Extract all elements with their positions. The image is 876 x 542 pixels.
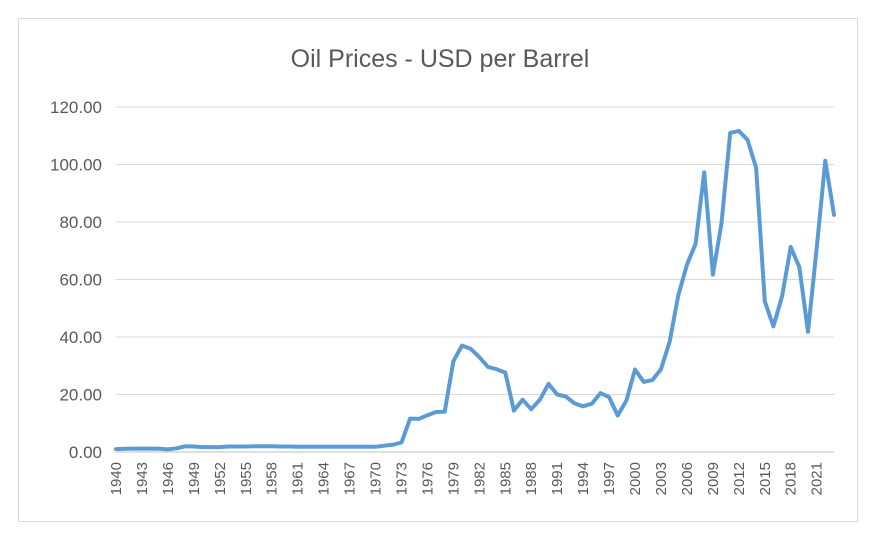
x-tick-label: 1943 xyxy=(134,462,151,495)
chart-area: Oil Prices - USD per Barrel 0.00 20.00 40.… xyxy=(18,18,858,522)
y-tick-label: 60.00 xyxy=(59,271,102,290)
chart-title: Oil Prices - USD per Barrel xyxy=(291,45,590,73)
x-tick-label: 1970 xyxy=(368,462,385,495)
y-axis-tick-labels: 0.00 20.00 40.00 60.00 80.00 100.00 120.00 xyxy=(50,98,102,462)
x-tick-label: 2003 xyxy=(653,462,670,495)
x-tick-label: 1985 xyxy=(497,462,514,495)
y-tick-label: 120.00 xyxy=(50,98,102,117)
y-tick-label: 40.00 xyxy=(59,328,102,347)
y-tick-label: 20.00 xyxy=(59,386,102,405)
x-tick-label: 2018 xyxy=(783,462,800,495)
x-tick-label: 1988 xyxy=(523,462,540,495)
x-tick-label: 1976 xyxy=(419,462,436,495)
x-tick-label: 1955 xyxy=(238,462,255,495)
x-tick-label: 1967 xyxy=(342,462,359,495)
x-tick-label: 2006 xyxy=(679,462,696,495)
series-layer xyxy=(114,128,836,452)
x-tick-label: 2015 xyxy=(757,462,774,495)
x-tick-label: 1958 xyxy=(264,462,281,495)
x-tick-label: 2021 xyxy=(809,462,826,495)
x-axis-tick-labels: 1940 1943 1946 1949 1952 1955 1958 1961 1964 1967… xyxy=(108,462,826,495)
x-tick-label: 2009 xyxy=(705,462,722,495)
x-tick-label: 1964 xyxy=(316,462,333,495)
x-tick-label: 2012 xyxy=(731,462,748,495)
y-tick-label: 100.00 xyxy=(50,156,102,175)
x-tick-label: 1973 xyxy=(393,462,410,495)
y-tick-label: 0.00 xyxy=(69,443,102,462)
x-tick-label: 2000 xyxy=(627,462,644,495)
x-tick-label: 1949 xyxy=(186,462,203,495)
line-chart: Oil Prices - USD per Barrel 0.00 20.00 40.… xyxy=(50,45,836,495)
gridlines xyxy=(116,106,834,453)
x-tick-label: 1991 xyxy=(549,462,566,495)
series-line xyxy=(114,128,836,452)
x-tick-label: 1940 xyxy=(108,462,125,495)
x-tick-label: 1997 xyxy=(601,462,618,495)
x-tick-label: 1946 xyxy=(160,462,177,495)
x-tick-label: 1994 xyxy=(575,462,592,495)
x-tick-label: 1952 xyxy=(212,462,229,495)
x-tick-label: 1982 xyxy=(471,462,488,495)
y-tick-label: 80.00 xyxy=(59,213,102,232)
x-tick-label: 1961 xyxy=(290,462,307,495)
x-tick-label: 1979 xyxy=(445,462,462,495)
